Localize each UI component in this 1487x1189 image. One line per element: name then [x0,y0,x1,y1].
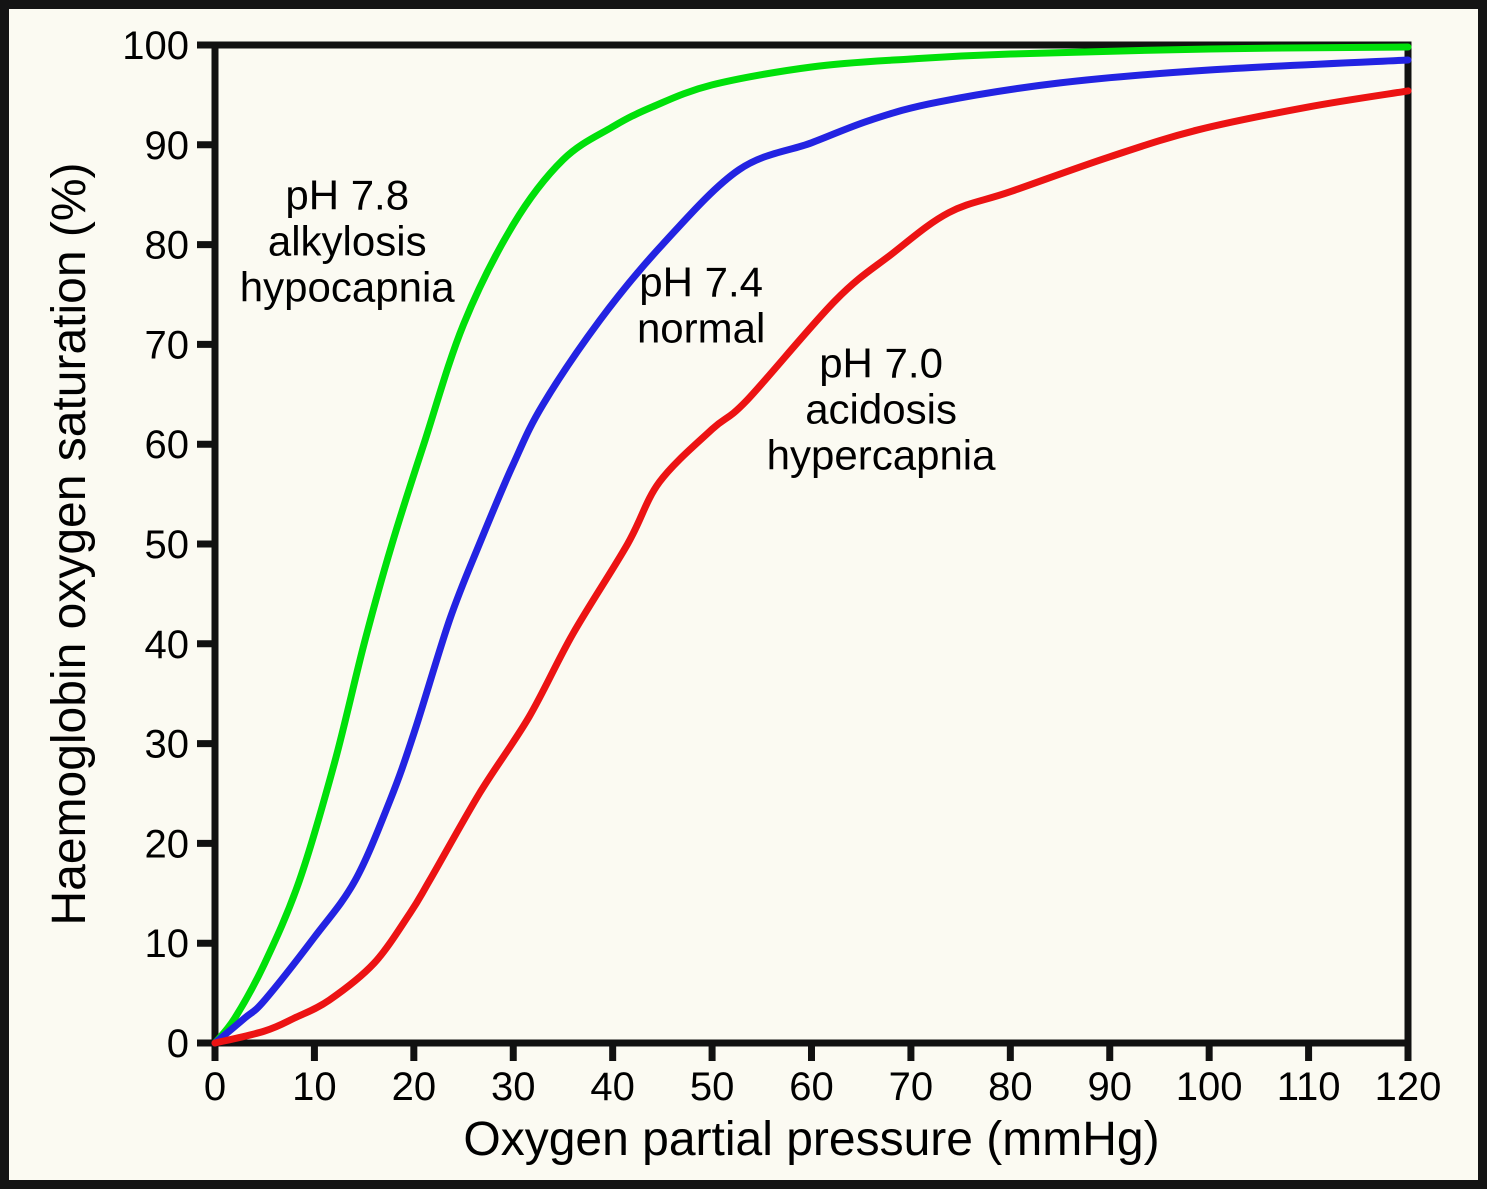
y-tick-label: 70 [145,323,190,367]
y-tick-label: 100 [122,24,189,68]
annotation-ph-7-8-alkylosis-hypocapnia-line: pH 7.8 [285,172,409,219]
annotation-ph-7-0-acidosis-hypercapnia-line: hypercapnia [767,431,996,478]
y-tick-label: 40 [145,623,190,667]
annotation-ph-7-4-normal-line: pH 7.4 [639,258,763,305]
y-axis-title: Haemoglobin oxygen saturation (%) [43,162,96,925]
annotation-ph-7-4-normal-line: normal [637,304,765,351]
x-axis-title: Oxygen partial pressure (mmHg) [463,1113,1159,1166]
x-tick-label: 60 [789,1065,834,1109]
x-tick-label: 110 [1277,1065,1341,1109]
y-tick-label: 50 [145,523,190,567]
x-tick-label: 40 [590,1065,635,1109]
x-tick-label: 20 [392,1065,437,1109]
y-tick-label: 30 [145,723,190,767]
y-tick-label: 10 [145,922,190,966]
y-tick-label: 20 [145,822,190,866]
curve-ph-7-0-acidosis-hypercapnia [211,87,1412,1047]
annotation-ph-7-0-acidosis-hypercapnia-line: acidosis [805,385,957,432]
x-tick-label: 80 [988,1065,1033,1109]
y-tick-label: 60 [145,423,190,467]
curve-ph-7-4-normal [211,56,1412,1047]
annotation-ph-7-8-alkylosis-hypocapnia-line: hypocapnia [240,264,455,311]
annotation-ph-7-8-alkylosis-hypocapnia-line: alkylosis [268,218,427,265]
x-tick-label: 0 [204,1065,226,1109]
x-tick-label: 10 [292,1065,337,1109]
x-tick-label: 50 [690,1065,735,1109]
x-tick-label: 30 [491,1065,536,1109]
curve-ph-7-8-alkylosis-hypocapnia [211,43,1412,1047]
x-tick-label: 70 [889,1065,934,1109]
y-tick-label: 90 [145,124,190,168]
y-tick-label: 0 [167,1022,189,1066]
x-tick-label: 90 [1088,1065,1133,1109]
x-tick-label: 120 [1375,1065,1442,1109]
y-tick-label: 80 [145,224,190,268]
x-tick-label: 100 [1176,1065,1243,1109]
annotation-ph-7-0-acidosis-hypercapnia-line: pH 7.0 [819,339,943,386]
